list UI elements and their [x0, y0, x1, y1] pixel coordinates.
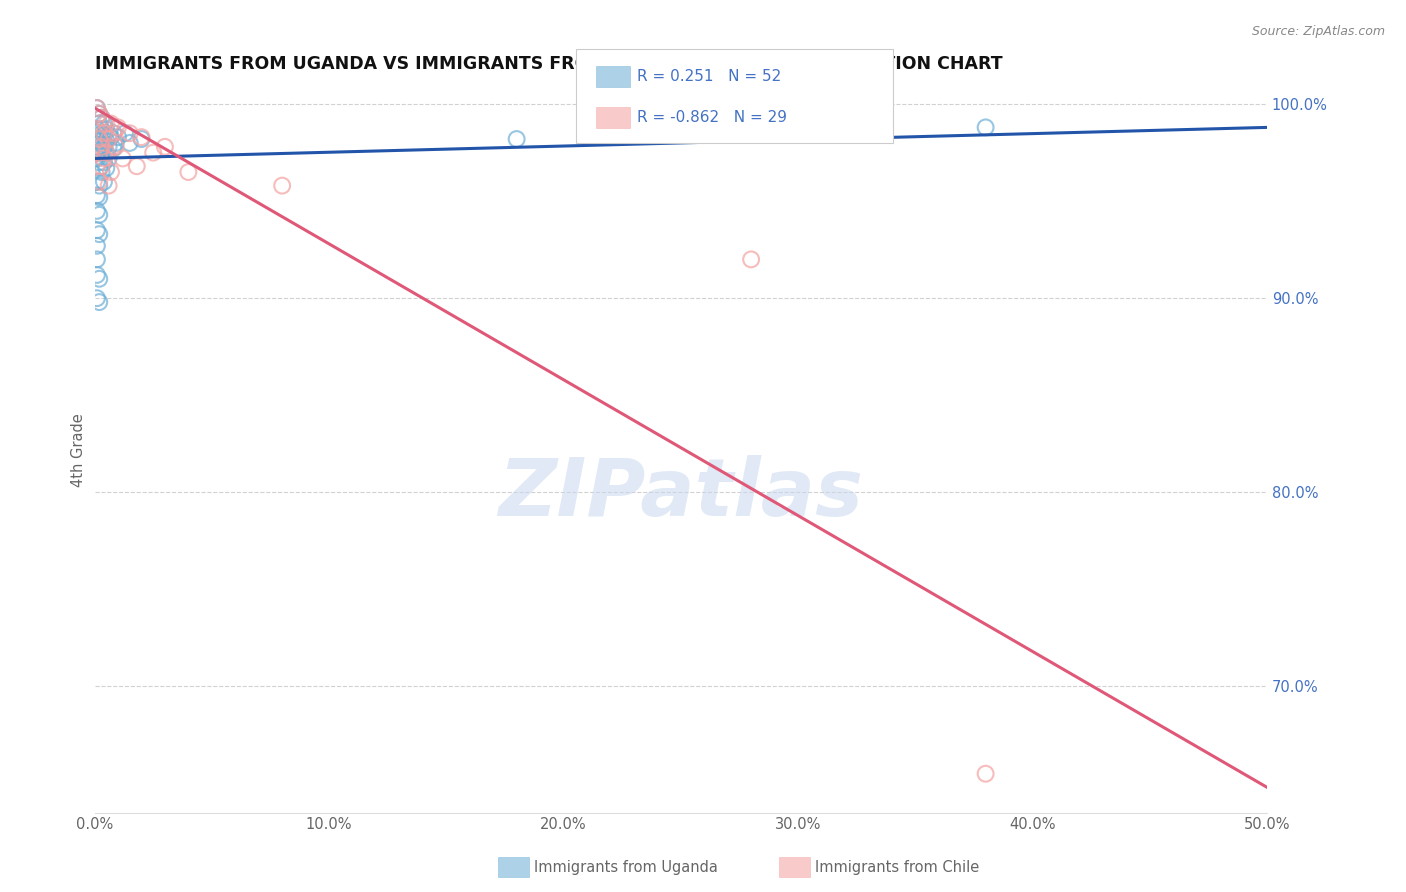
Point: [97, 178, 120, 193]
Point: [103, 126, 125, 140]
Point: [89, 295, 111, 310]
Point: [93, 128, 115, 143]
Point: [96, 145, 118, 160]
Point: [90, 145, 112, 160]
Text: R = 0.251   N = 52: R = 0.251 N = 52: [637, 70, 782, 84]
Point: [114, 126, 136, 140]
Text: ZIPatlas: ZIPatlas: [498, 455, 863, 533]
Point: [111, 152, 134, 166]
Point: [86, 101, 108, 115]
Point: [89, 161, 111, 176]
Point: [89, 107, 111, 121]
Point: [118, 126, 141, 140]
Point: [89, 132, 111, 146]
Point: [96, 145, 118, 160]
Point: [97, 132, 120, 146]
Point: [93, 140, 115, 154]
Point: [96, 122, 118, 136]
Point: [86, 188, 108, 202]
Point: [90, 165, 112, 179]
Point: [89, 145, 111, 160]
Point: [86, 203, 108, 218]
Point: [89, 208, 111, 222]
Text: IMMIGRANTS FROM UGANDA VS IMMIGRANTS FROM CHILE 4TH GRADE CORRELATION CHART: IMMIGRANTS FROM UGANDA VS IMMIGRANTS FRO…: [94, 55, 1002, 73]
Point: [89, 178, 111, 193]
Point: [86, 175, 108, 189]
Point: [89, 175, 111, 189]
Y-axis label: 4th Grade: 4th Grade: [72, 414, 86, 487]
Point: [96, 134, 118, 148]
Text: R = -0.862   N = 29: R = -0.862 N = 29: [637, 111, 787, 125]
Point: [93, 126, 115, 140]
Point: [131, 132, 153, 146]
Point: [93, 175, 115, 189]
Point: [90, 159, 112, 173]
Point: [740, 252, 762, 267]
Point: [89, 155, 111, 169]
Point: [89, 107, 111, 121]
Point: [86, 134, 108, 148]
Point: [100, 116, 122, 130]
Point: [89, 140, 111, 154]
Point: [93, 155, 115, 169]
Point: [100, 165, 122, 179]
Point: [118, 136, 141, 150]
Point: [100, 130, 122, 145]
Point: [86, 252, 108, 267]
Point: [107, 120, 129, 135]
Text: Immigrants from Uganda: Immigrants from Uganda: [534, 860, 718, 874]
Point: [96, 161, 118, 176]
Point: [104, 136, 127, 150]
Point: [93, 116, 115, 130]
Point: [86, 122, 108, 136]
Point: [125, 159, 148, 173]
Point: [86, 145, 108, 160]
Text: Immigrants from Chile: Immigrants from Chile: [815, 860, 980, 874]
Point: [97, 140, 120, 154]
Point: [271, 178, 294, 193]
Point: [974, 120, 997, 135]
Point: [86, 223, 108, 237]
Point: [90, 134, 112, 148]
Point: [86, 268, 108, 282]
Point: [131, 130, 153, 145]
Point: [103, 126, 125, 140]
Point: [505, 132, 527, 146]
Point: [90, 140, 112, 154]
Point: [86, 101, 108, 115]
Point: [89, 190, 111, 204]
Point: [103, 142, 125, 156]
Point: [153, 140, 176, 154]
Point: [89, 116, 111, 130]
Point: [93, 152, 115, 166]
Point: [97, 128, 120, 143]
Point: [89, 272, 111, 286]
Point: [89, 128, 111, 143]
Point: [177, 165, 200, 179]
Point: [142, 145, 165, 160]
Point: [90, 111, 112, 125]
Point: [90, 111, 112, 125]
Point: [86, 239, 108, 253]
Point: [97, 152, 120, 166]
Point: [107, 130, 129, 145]
Point: [96, 116, 118, 130]
Point: [86, 291, 108, 305]
Text: Source: ZipAtlas.com: Source: ZipAtlas.com: [1251, 25, 1385, 38]
Point: [974, 766, 997, 780]
Point: [86, 152, 108, 166]
Point: [90, 122, 112, 136]
Point: [104, 140, 127, 154]
Point: [89, 227, 111, 242]
